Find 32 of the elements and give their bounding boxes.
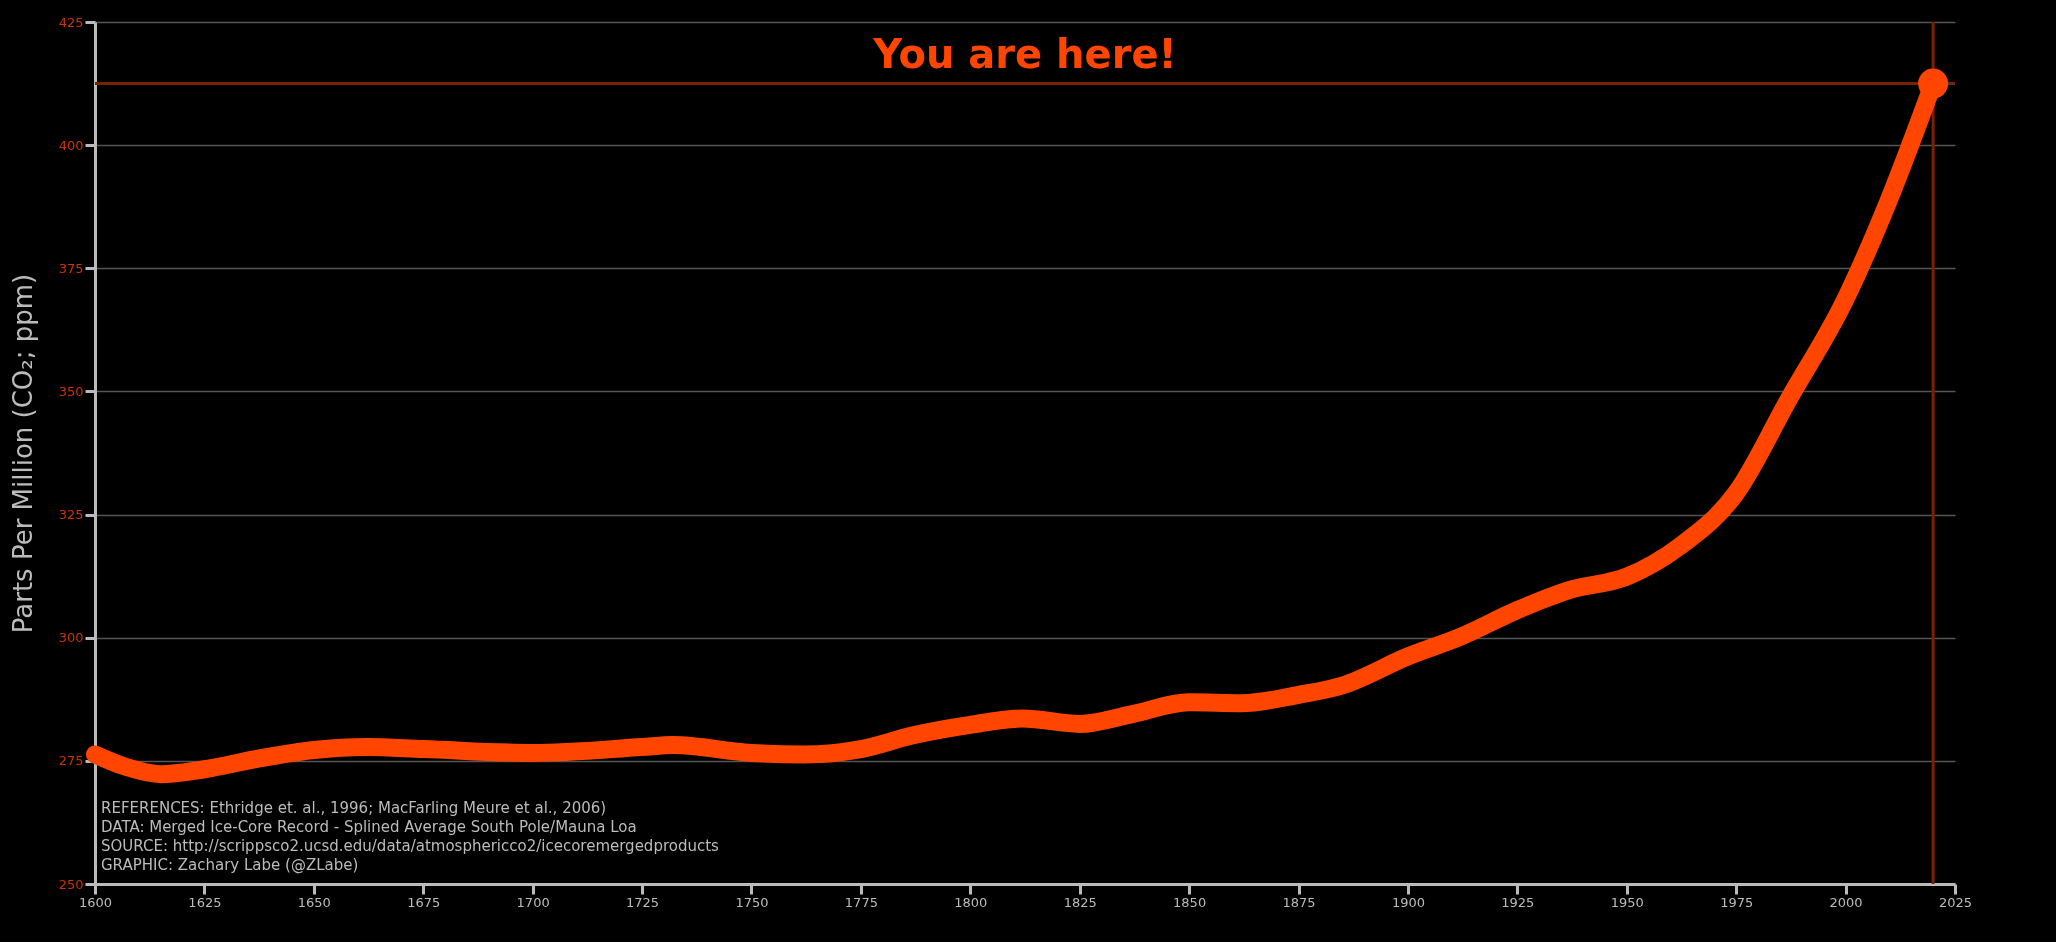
y-tick-label: 250 <box>58 876 84 892</box>
annotation: REFERENCES: Ethridge et. al., 1996; MacFarling Meure et al., 2006) <box>101 799 607 817</box>
x-tick-label: 1700 <box>516 894 550 910</box>
y-tick-label: 275 <box>58 753 84 769</box>
x-tick-label: 1600 <box>78 894 113 910</box>
x-tick-label: 1625 <box>188 894 222 910</box>
x-tick-label: 1675 <box>407 894 441 910</box>
x-tick-label: 1725 <box>626 894 660 910</box>
ref-line-label: You are here! <box>872 30 1177 77</box>
x-tick-label: 1875 <box>1282 894 1316 910</box>
x-tick-label: 1825 <box>1063 894 1097 910</box>
annotation: DATA: Merged Ice-Core Record - Splined Average South Pole/Mauna Loa <box>101 818 637 836</box>
x-tick-label: 1650 <box>297 894 331 910</box>
x-tick-label: 1900 <box>1391 894 1425 910</box>
x-tick-label: 1950 <box>1610 894 1644 910</box>
x-tick-label: 1775 <box>844 894 878 910</box>
x-tick-label: 1800 <box>954 894 988 910</box>
x-tick-label: 1925 <box>1501 894 1535 910</box>
y-tick-label: 375 <box>58 260 84 276</box>
x-tick-label: 2000 <box>1829 894 1863 910</box>
x-tick-label: 1975 <box>1720 894 1754 910</box>
y-tick-label: 400 <box>58 137 84 153</box>
x-tick-label: 1850 <box>1173 894 1207 910</box>
y-tick-label: 425 <box>58 14 84 30</box>
y-tick-label: 350 <box>58 383 84 399</box>
x-tick-label: 2025 <box>1938 894 1973 910</box>
y-axis-title: Parts Per Million (CO₂; ppm) <box>7 273 38 634</box>
y-tick-label: 325 <box>58 507 84 523</box>
annotation: GRAPHIC: Zachary Labe (@ZLabe) <box>101 856 359 874</box>
y-tick-label: 300 <box>58 630 84 646</box>
annotation: SOURCE: http://scrippsco2.ucsd.edu/data/atmosphericco2/icecoremergedproducts <box>101 837 720 855</box>
x-tick-label: 1750 <box>735 894 769 910</box>
